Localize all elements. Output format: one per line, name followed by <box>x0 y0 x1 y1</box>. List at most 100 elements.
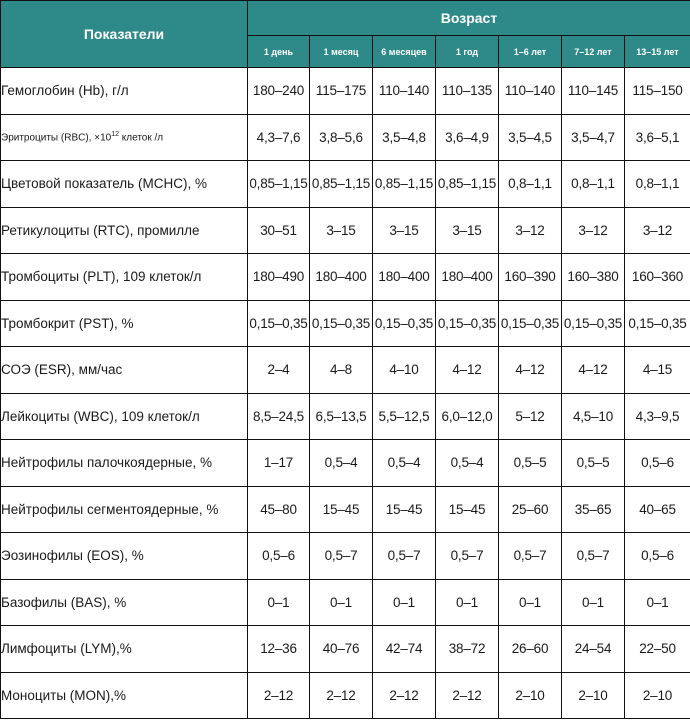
value-cell: 4–15 <box>624 346 690 394</box>
value-cell: 40–65 <box>624 485 690 533</box>
age-column-header: 1 день <box>247 35 310 68</box>
value-cell: 0,5–7 <box>309 532 373 580</box>
value-cell: 0–1 <box>624 578 690 626</box>
age-column-header: 6 месяцев <box>372 35 436 68</box>
value-cell: 3,5–4,7 <box>561 113 625 161</box>
value-cell: 35–65 <box>561 485 625 533</box>
value-cell: 6,5–13,5 <box>309 392 373 440</box>
table-row: Эритроциты (RBC), ×1012 клеток /л 4,3–7,… <box>0 113 690 161</box>
table-row: Лейкоциты (WBC), 109 клеток/л 8,5–24,5 6… <box>0 392 690 440</box>
age-column-header: 7–12 лет <box>561 35 625 68</box>
value-cell: 160–380 <box>561 253 625 301</box>
value-cell: 0,15–0,35 <box>309 299 373 347</box>
table-row: СОЭ (ESR), мм/час 2–4 4–8 4–10 4–12 4–12… <box>0 346 690 394</box>
value-cell: 0,5–4 <box>435 439 499 487</box>
value-cell: 2–4 <box>247 346 310 394</box>
value-cell: 180–400 <box>435 253 499 301</box>
value-cell: 115–150 <box>624 67 690 115</box>
value-cell: 4–12 <box>498 346 562 394</box>
value-cell: 0,15–0,35 <box>435 299 499 347</box>
value-cell: 4–8 <box>309 346 373 394</box>
header-age: Возраст <box>247 0 690 36</box>
value-cell: 0,5–4 <box>372 439 436 487</box>
value-cell: 0,15–0,35 <box>498 299 562 347</box>
value-cell: 0,5–7 <box>372 532 436 580</box>
value-cell: 25–60 <box>498 485 562 533</box>
value-cell: 3,6–4,9 <box>435 113 499 161</box>
table-row: Гемоглобин (Hb), г/л 180–240 115–175 110… <box>0 67 690 115</box>
parameter-name: Нейтрофилы палочкоядерные, % <box>0 439 248 487</box>
value-cell: 30–51 <box>247 206 310 254</box>
value-cell: 110–145 <box>561 67 625 115</box>
value-cell: 3–15 <box>309 206 373 254</box>
value-cell: 0,5–7 <box>561 532 625 580</box>
table-row: Базофилы (BAS), % 0–1 0–1 0–1 0–1 0–1 0–… <box>0 578 690 626</box>
value-cell: 180–490 <box>247 253 310 301</box>
value-cell: 0,5–6 <box>624 532 690 580</box>
value-cell: 2–10 <box>561 671 625 719</box>
age-column-header: 1 месяц <box>309 35 373 68</box>
value-cell: 0,5–5 <box>561 439 625 487</box>
value-cell: 38–72 <box>435 625 499 673</box>
value-cell: 42–74 <box>372 625 436 673</box>
value-cell: 4,3–7,6 <box>247 113 310 161</box>
value-cell: 3–12 <box>561 206 625 254</box>
value-cell: 0,8–1,1 <box>498 160 562 208</box>
value-cell: 0,5–7 <box>435 532 499 580</box>
parameter-name: СОЭ (ESR), мм/час <box>0 346 248 394</box>
table-row: Нейтрофилы палочкоядерные, % 1–17 0,5–4 … <box>0 439 690 487</box>
value-cell: 3–15 <box>372 206 436 254</box>
table-row: Ретикулоциты (RTC), промилле 30–51 3–15 … <box>0 206 690 254</box>
parameter-name: Нейтрофилы сегментоядерные, % <box>0 485 248 533</box>
value-cell: 180–400 <box>309 253 373 301</box>
value-cell: 0–1 <box>247 578 310 626</box>
value-cell: 0–1 <box>498 578 562 626</box>
value-cell: 0,5–6 <box>247 532 310 580</box>
value-cell: 4,3–9,5 <box>624 392 690 440</box>
table-row: Лимфоциты (LYM),% 12–36 40–76 42–74 38–7… <box>0 625 690 673</box>
value-cell: 15–45 <box>372 485 436 533</box>
value-cell: 5,5–12,5 <box>372 392 436 440</box>
table-row: Эозинофилы (EOS), % 0,5–6 0,5–7 0,5–7 0,… <box>0 532 690 580</box>
value-cell: 2–12 <box>372 671 436 719</box>
value-cell: 3–15 <box>435 206 499 254</box>
parameter-name-suffix: клеток /л <box>119 132 164 144</box>
value-cell: 180–400 <box>372 253 436 301</box>
value-cell: 0,5–6 <box>624 439 690 487</box>
value-cell: 15–45 <box>309 485 373 533</box>
value-cell: 40–76 <box>309 625 373 673</box>
value-cell: 110–140 <box>372 67 436 115</box>
value-cell: 0–1 <box>372 578 436 626</box>
value-cell: 3,5–4,5 <box>498 113 562 161</box>
value-cell: 3–12 <box>624 206 690 254</box>
value-cell: 180–240 <box>247 67 310 115</box>
parameter-name: Ретикулоциты (RTC), промилле <box>0 206 248 254</box>
value-cell: 3,5–4,8 <box>372 113 436 161</box>
value-cell: 110–135 <box>435 67 499 115</box>
table-row: Тромбоциты (PLT), 109 клеток/л 180–490 1… <box>0 253 690 301</box>
table-body: Гемоглобин (Hb), г/л 180–240 115–175 110… <box>0 67 690 719</box>
value-cell: 160–390 <box>498 253 562 301</box>
parameter-name: Тромбокрит (PST), % <box>0 299 248 347</box>
table-row: Моноциты (MON),% 2–12 2–12 2–12 2–12 2–1… <box>0 671 690 719</box>
value-cell: 2–10 <box>624 671 690 719</box>
parameter-name: Моноциты (MON),% <box>0 671 248 719</box>
parameter-name: Гемоглобин (Hb), г/л <box>0 67 248 115</box>
value-cell: 115–175 <box>309 67 373 115</box>
value-cell: 8,5–24,5 <box>247 392 310 440</box>
value-cell: 3–12 <box>498 206 562 254</box>
value-cell: 3,8–5,6 <box>309 113 373 161</box>
parameter-name: Лимфоциты (LYM),% <box>0 625 248 673</box>
value-cell: 4,5–10 <box>561 392 625 440</box>
value-cell: 4–10 <box>372 346 436 394</box>
value-cell: 15–45 <box>435 485 499 533</box>
parameter-name: Цветовой показатель (MCHC), % <box>0 160 248 208</box>
table-row: Тромбокрит (PST), % 0,15–0,35 0,15–0,35 … <box>0 299 690 347</box>
value-cell: 0,85–1,15 <box>372 160 436 208</box>
age-column-header: 13–15 лет <box>624 35 690 68</box>
value-cell: 0,5–7 <box>498 532 562 580</box>
value-cell: 0,5–5 <box>498 439 562 487</box>
value-cell: 0,85–1,15 <box>309 160 373 208</box>
value-cell: 1–17 <box>247 439 310 487</box>
